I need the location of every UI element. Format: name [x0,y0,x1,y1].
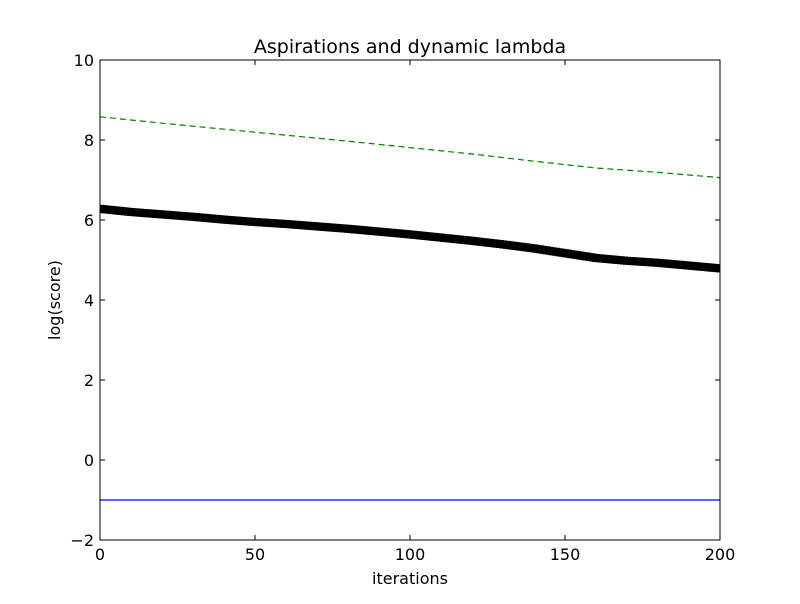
plot-area [100,116,720,501]
y-tick-label: 0 [84,451,94,470]
x-tick-label: 0 [95,545,105,564]
y-tick-label: 4 [84,291,94,310]
x-tick-label: 100 [395,545,426,564]
y-tick-label: 8 [84,131,94,150]
series-0-line [100,116,720,179]
x-tick-label: 150 [550,545,581,564]
x-tick-label: 50 [245,545,265,564]
chart-title: Aspirations and dynamic lambda [254,36,566,58]
x-axis-label: iterations [372,569,448,588]
y-tick-label: 6 [84,211,94,230]
y-tick-label: 10 [74,51,94,70]
y-axis-label: log(score) [45,260,64,340]
x-tick-label: 200 [705,545,736,564]
y-tick-label: −2 [70,531,94,550]
series-1-marker [716,264,720,273]
y-tick-label: 2 [84,371,94,390]
